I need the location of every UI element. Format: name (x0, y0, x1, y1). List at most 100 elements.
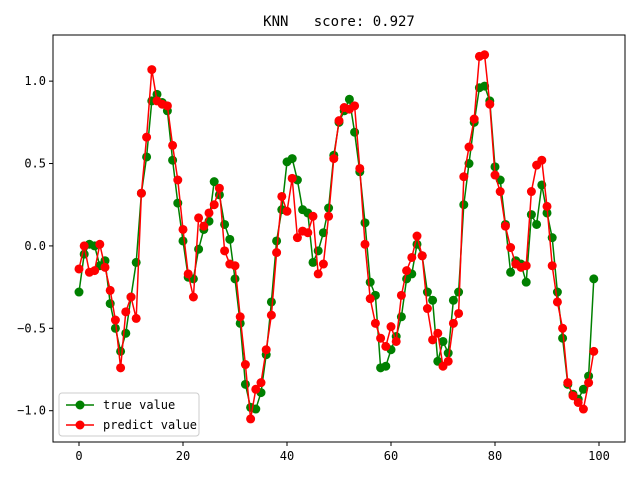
data-point-predict (459, 172, 469, 182)
data-point-predict (454, 308, 464, 318)
data-point-predict (376, 333, 386, 343)
data-point-true (532, 219, 542, 229)
data-point-predict (370, 318, 380, 328)
data-point-true (116, 346, 126, 356)
data-point-true (578, 384, 588, 394)
data-point-predict (173, 175, 183, 185)
data-point-predict (110, 315, 120, 325)
data-point-true (230, 274, 240, 284)
data-point-true (422, 287, 432, 297)
data-point-predict (240, 360, 250, 370)
data-point-predict (261, 345, 271, 355)
data-point-predict (495, 187, 505, 197)
data-point-predict (95, 239, 105, 249)
data-point-predict (558, 323, 568, 333)
data-point-true (209, 177, 219, 187)
data-point-predict (360, 239, 370, 249)
data-point-true (251, 404, 261, 414)
data-point-predict (90, 266, 100, 276)
data-point-true (178, 236, 188, 246)
data-point-predict (287, 173, 297, 183)
data-point-true (74, 287, 84, 297)
data-point-predict (230, 261, 240, 271)
data-point-true (584, 371, 594, 381)
data-point-predict (313, 269, 323, 279)
data-point-predict (464, 142, 474, 152)
data-point-predict (220, 246, 230, 256)
data-point-predict (256, 378, 266, 388)
data-point-predict (121, 307, 131, 317)
data-point-predict (365, 294, 375, 304)
data-point-predict (469, 114, 479, 124)
data-point-predict (350, 101, 360, 111)
data-point-true (360, 218, 370, 228)
data-point-predict (589, 346, 599, 356)
data-point-true (365, 277, 375, 287)
data-point-true (121, 328, 131, 338)
data-point-predict (131, 313, 141, 323)
data-point-true (344, 94, 354, 104)
x-tick-label: 20 (176, 449, 190, 463)
data-point-predict (308, 211, 318, 221)
data-point-predict (303, 228, 313, 238)
data-point-predict (100, 262, 110, 272)
data-point-true (448, 295, 458, 305)
x-tick-label: 100 (588, 449, 610, 463)
data-point-predict (204, 208, 214, 218)
data-point-predict (490, 170, 500, 180)
data-point-true (552, 287, 562, 297)
data-point-true (526, 210, 536, 220)
data-point-predict (272, 248, 282, 258)
data-point-true (308, 257, 318, 267)
data-point-true (194, 244, 204, 254)
data-point-predict (188, 292, 198, 302)
data-point-true (110, 323, 120, 333)
data-point-predict (391, 336, 401, 346)
data-point-true (152, 89, 162, 99)
data-point-predict (318, 259, 328, 269)
data-point-predict (433, 328, 443, 338)
data-point-true (443, 348, 453, 358)
y-tick-label: 0.5 (24, 157, 46, 171)
legend-label-predict: predict value (103, 418, 197, 432)
data-point-predict (547, 261, 557, 271)
data-point-true (438, 336, 448, 346)
data-point-predict (282, 206, 292, 216)
data-point-predict (521, 261, 531, 271)
data-point-predict (214, 183, 224, 193)
data-point-predict (324, 211, 334, 221)
data-point-predict (552, 297, 562, 307)
y-tick-label: −1.0 (17, 404, 46, 418)
y-axis: −1.0 −0.5 0.0 0.5 1.0 (17, 74, 53, 418)
plot-area (74, 50, 599, 424)
legend-marker-true (75, 400, 85, 410)
x-tick-label: 60 (384, 449, 398, 463)
data-point-predict (277, 191, 287, 201)
data-point-predict (147, 65, 157, 75)
data-point-true (428, 295, 438, 305)
data-point-predict (251, 384, 261, 394)
legend-label-true: true value (103, 398, 175, 412)
data-point-predict (162, 101, 172, 111)
chart-title: KNN score: 0.927 (263, 14, 415, 30)
data-point-true (272, 236, 282, 246)
data-point-predict (209, 200, 219, 210)
data-point-predict (578, 404, 588, 414)
data-point-predict (116, 363, 126, 373)
data-point-true (589, 274, 599, 284)
data-point-true (266, 297, 276, 307)
x-tick-label: 40 (280, 449, 294, 463)
data-point-true (459, 200, 469, 210)
x-tick-label: 0 (75, 449, 82, 463)
y-tick-label: 1.0 (24, 74, 46, 88)
x-axis: 0 20 40 60 80 100 (75, 442, 610, 463)
data-point-predict (526, 187, 536, 197)
data-point-predict (292, 233, 302, 243)
data-point-true (454, 287, 464, 297)
data-point-true (318, 228, 328, 238)
data-point-predict (183, 269, 193, 279)
data-point-true (225, 234, 235, 244)
data-point-predict (329, 154, 339, 164)
data-point-predict (79, 241, 89, 251)
data-point-predict (396, 290, 406, 300)
